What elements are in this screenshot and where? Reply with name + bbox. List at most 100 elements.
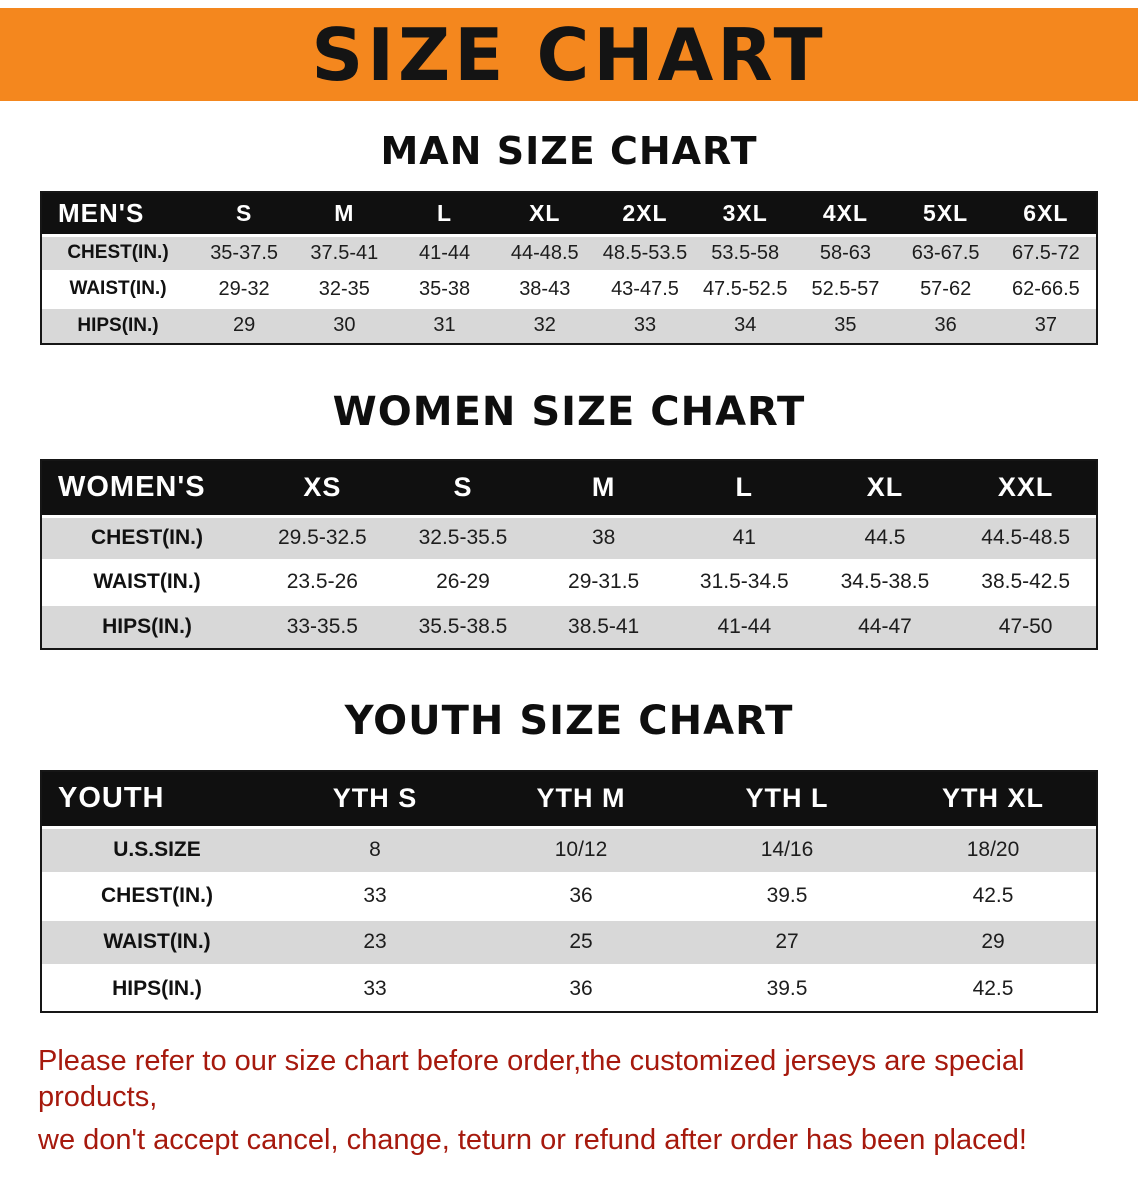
table-header-row: MEN'S S M L XL 2XL 3XL 4XL 5XL 6XL bbox=[42, 193, 1096, 235]
size-cell: 63-67.5 bbox=[911, 241, 980, 264]
size-column-header: S bbox=[392, 461, 534, 516]
page-title: SIZE CHART bbox=[311, 12, 827, 97]
size-column-header: M bbox=[294, 193, 395, 235]
size-cell: 53.5-58 bbox=[711, 241, 780, 264]
size-cell: 32-35 bbox=[318, 277, 370, 300]
size-column-header: YTH S bbox=[272, 772, 478, 827]
size-column-header: 6XL bbox=[995, 193, 1096, 235]
row-label: CHEST(IN.) bbox=[91, 526, 203, 549]
table-row: U.S.SIZE 8 10/12 14/16 18/20 bbox=[42, 827, 1096, 873]
size-cell: 14/16 bbox=[760, 838, 814, 861]
size-column-header: 5XL bbox=[895, 193, 996, 235]
size-cell: 67.5-72 bbox=[1011, 241, 1080, 264]
men-size-table-container: MEN'S S M L XL 2XL 3XL 4XL 5XL 6XL CHEST(IN.) 35-37… bbox=[40, 191, 1098, 345]
men-section-title: MAN SIZE CHART bbox=[380, 129, 758, 173]
women-section-title: WOMEN SIZE CHART bbox=[332, 389, 806, 435]
youth-size-section: YOUTH SIZE CHART YOUTH YTH S YTH M YTH L YTH… bbox=[0, 698, 1138, 1013]
size-column-header: L bbox=[673, 461, 815, 516]
size-cell: 32.5-35.5 bbox=[418, 526, 508, 549]
size-cell: 33-35.5 bbox=[286, 614, 358, 638]
size-cell: 35-38 bbox=[418, 277, 471, 300]
size-column-header: S bbox=[194, 193, 295, 235]
table-row: CHEST(IN.) 35-37.5 37.5-41 41-44 44-48.5 48.5… bbox=[42, 235, 1096, 271]
men-size-table: MEN'S S M L XL 2XL 3XL 4XL 5XL 6XL CHEST(IN.) 35-37… bbox=[42, 193, 1096, 343]
size-column-header: M bbox=[533, 461, 674, 516]
row-label: HIPS(IN.) bbox=[102, 614, 192, 638]
size-cell: 43-47.5 bbox=[611, 277, 679, 300]
table-row: HIPS(IN.) 33-35.5 35.5-38.5 38.5-41 41-44 44-… bbox=[42, 604, 1096, 648]
row-label: WAIST(IN.) bbox=[93, 570, 201, 593]
size-cell: 44.5-48.5 bbox=[981, 526, 1071, 549]
size-cell: 52.5-57 bbox=[811, 277, 880, 300]
size-cell: 62-66.5 bbox=[1011, 277, 1080, 300]
size-column-header: YTH M bbox=[478, 772, 684, 827]
table-row: WAIST(IN.) 23 25 27 29 bbox=[42, 919, 1096, 965]
size-cell: 44-48.5 bbox=[510, 241, 579, 264]
youth-size-table: YOUTH YTH S YTH M YTH L YTH XL U.S.SIZE 8 10/12… bbox=[42, 772, 1096, 1011]
size-cell: 26-29 bbox=[436, 570, 490, 593]
size-cell: 29-32 bbox=[218, 277, 270, 300]
row-label: CHEST(IN.) bbox=[101, 884, 213, 907]
size-cell: 38.5-41 bbox=[568, 614, 640, 638]
size-cell: 35 bbox=[834, 314, 857, 337]
table-title-cell: YOUTH bbox=[42, 772, 272, 827]
size-cell: 39.5 bbox=[766, 976, 808, 1000]
size-cell: 23 bbox=[363, 930, 387, 953]
women-size-table: WOMEN'S XS S M L XL XXL CHEST(IN.) 29.5-32.5 32.5… bbox=[42, 461, 1096, 648]
size-cell: 33 bbox=[363, 976, 387, 1000]
size-cell: 29 bbox=[232, 314, 256, 337]
size-cell: 29 bbox=[981, 930, 1005, 953]
row-label: WAIST(IN.) bbox=[69, 278, 167, 299]
size-chart-banner: SIZE CHART bbox=[0, 8, 1138, 101]
women-size-table-container: WOMEN'S XS S M L XL XXL CHEST(IN.) 29.5-32.5 32.5… bbox=[40, 459, 1098, 650]
size-column-header: 2XL bbox=[594, 193, 696, 235]
size-column-header: 3XL bbox=[695, 193, 796, 235]
men-size-section: MAN SIZE CHART MEN'S S M L XL 2XL 3XL 4XL 5XL 6XL… bbox=[0, 129, 1138, 345]
size-cell: 27 bbox=[775, 930, 799, 953]
size-cell: 47.5-52.5 bbox=[702, 277, 788, 300]
size-column-header: XXL bbox=[955, 461, 1096, 516]
table-header-row: YOUTH YTH S YTH M YTH L YTH XL bbox=[42, 772, 1096, 827]
youth-section-title: YOUTH SIZE CHART bbox=[344, 698, 794, 744]
size-column-header: XL bbox=[814, 461, 956, 516]
size-cell: 38 bbox=[591, 526, 616, 549]
size-cell: 57-62 bbox=[920, 277, 972, 300]
size-cell: 37.5-41 bbox=[310, 241, 379, 264]
table-row: HIPS(IN.) 33 36 39.5 42.5 bbox=[42, 965, 1096, 1011]
size-cell: 31 bbox=[433, 314, 456, 337]
size-cell: 47-50 bbox=[998, 614, 1053, 638]
size-cell: 58-63 bbox=[819, 241, 871, 264]
size-cell: 41-44 bbox=[418, 241, 471, 264]
size-cell: 25 bbox=[569, 930, 593, 953]
size-cell: 30 bbox=[333, 314, 356, 337]
size-cell: 29.5-32.5 bbox=[277, 526, 367, 549]
size-cell: 34 bbox=[734, 314, 757, 337]
size-column-header: 4XL bbox=[795, 193, 896, 235]
table-row: WAIST(IN.) 23.5-26 26-29 29-31.5 31.5-34.5 34… bbox=[42, 560, 1096, 604]
size-column-header: XS bbox=[252, 461, 393, 516]
size-cell: 41-44 bbox=[717, 614, 772, 638]
size-cell: 38-43 bbox=[519, 277, 571, 300]
size-cell: 18/20 bbox=[966, 838, 1020, 861]
size-cell: 23.5-26 bbox=[286, 570, 358, 593]
footer-note-line2: we don't accept cancel, change, teturn o… bbox=[38, 1123, 1027, 1156]
size-cell: 48.5-53.5 bbox=[602, 241, 688, 264]
row-label: WAIST(IN.) bbox=[103, 930, 211, 953]
size-cell: 41 bbox=[732, 526, 756, 549]
row-label: HIPS(IN.) bbox=[77, 314, 159, 336]
women-size-section: WOMEN SIZE CHART WOMEN'S XS S M L XL XXL CHEST(… bbox=[0, 389, 1138, 650]
size-cell: 35.5-38.5 bbox=[418, 614, 508, 638]
size-cell: 33 bbox=[633, 314, 657, 337]
youth-size-table-container: YOUTH YTH S YTH M YTH L YTH XL U.S.SIZE 8 10/12… bbox=[40, 770, 1098, 1013]
size-cell: 36 bbox=[569, 976, 593, 1000]
table-row: HIPS(IN.) 29 30 31 32 33 34 35 36 37 bbox=[42, 307, 1096, 343]
size-cell: 32 bbox=[533, 314, 556, 337]
row-label: CHEST(IN.) bbox=[67, 242, 169, 263]
footer-note-line1: Please refer to our size chart before or… bbox=[38, 1045, 1025, 1114]
size-cell: 36 bbox=[934, 314, 957, 337]
table-title-cell: WOMEN'S bbox=[42, 461, 252, 516]
table-title-cell: MEN'S bbox=[42, 193, 194, 235]
table-header-row: WOMEN'S XS S M L XL XXL bbox=[42, 461, 1096, 516]
size-column-header: YTH L bbox=[684, 772, 890, 827]
size-cell: 37 bbox=[1034, 314, 1057, 337]
